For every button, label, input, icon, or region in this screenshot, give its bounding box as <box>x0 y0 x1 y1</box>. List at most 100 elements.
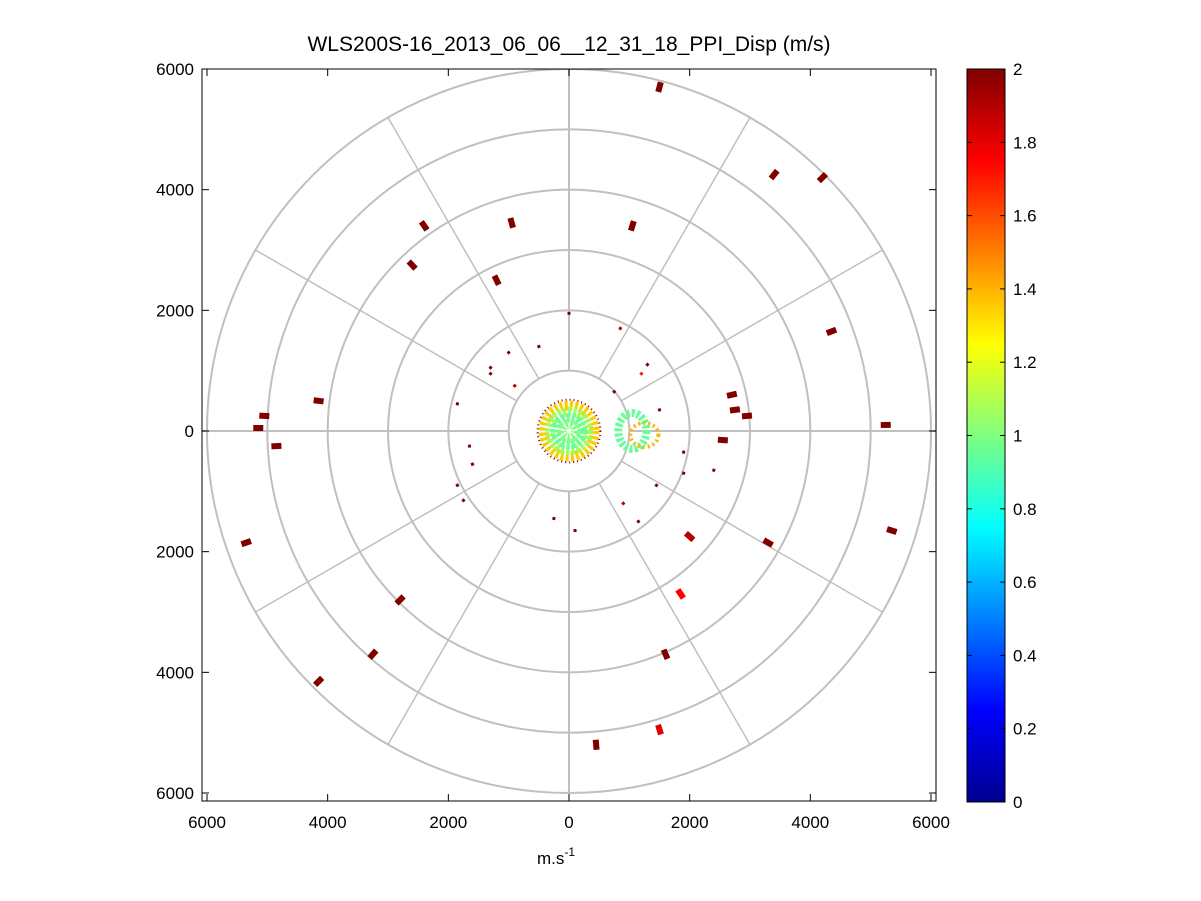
colorbar-tick-label: 0.6 <box>1013 573 1037 592</box>
y-axis-ticks: 6000 4000 2000 0 2000 4000 6000 <box>156 60 936 803</box>
data-point <box>312 675 325 688</box>
data-point <box>657 408 662 412</box>
x-tick-label: 6000 <box>188 813 226 832</box>
radial-spoke <box>387 482 540 745</box>
data-point <box>536 344 541 349</box>
radial-spoke <box>598 482 751 745</box>
data-point <box>592 739 600 750</box>
data-point <box>573 528 577 533</box>
data-point <box>491 274 502 286</box>
y-tick-label: 2000 <box>156 543 194 562</box>
side-cluster <box>614 409 651 453</box>
data-point <box>618 326 623 331</box>
colorbar-tick-label: 0 <box>1013 793 1022 812</box>
data-point <box>681 471 686 476</box>
data-point <box>717 436 729 444</box>
core-edge <box>536 398 602 464</box>
radial-spoke <box>620 249 883 402</box>
data-point <box>762 537 774 548</box>
data-point <box>675 588 686 600</box>
data-point <box>886 526 898 535</box>
data-point <box>467 444 472 448</box>
data-point <box>488 365 493 370</box>
data-point <box>253 424 264 432</box>
data-point <box>394 594 406 606</box>
data-point <box>507 217 516 229</box>
core-ring <box>550 412 588 450</box>
colorbar-tick-label: 1.2 <box>1013 353 1037 372</box>
x-tick-label: 0 <box>564 813 573 832</box>
data-point <box>628 220 637 232</box>
y-tick-label: 6000 <box>156 784 194 803</box>
data-point <box>636 519 641 524</box>
data-point <box>612 389 617 394</box>
x-axis-label: m.s-1 <box>537 845 575 868</box>
data-point <box>741 412 753 420</box>
colorbar-tick-label: 1 <box>1013 427 1022 446</box>
y-tick-label: 4000 <box>156 181 194 200</box>
data-point <box>552 516 556 521</box>
data-point <box>683 531 696 543</box>
x-tick-label: 2000 <box>671 813 709 832</box>
data-point <box>461 498 466 503</box>
x-axis-ticks: 6000 4000 2000 0 2000 4000 6000 <box>188 69 950 832</box>
colorbar: 0 0.2 0.4 0.6 0.8 1 1.2 1.4 1.6 1.8 2 <box>966 60 1037 812</box>
radial-spoke <box>255 460 518 613</box>
x-tick-label: 4000 <box>791 813 829 832</box>
data-point <box>726 390 738 399</box>
data-point <box>313 397 324 405</box>
data-point <box>621 501 626 506</box>
data-point <box>729 406 741 414</box>
data-point <box>271 442 282 450</box>
chart-title: WLS200S-16_2013_06_06__12_31_18_PPI_Disp… <box>307 33 830 56</box>
data-points <box>240 81 898 750</box>
data-point <box>455 402 460 406</box>
x-axis-label-sup: -1 <box>564 845 575 859</box>
data-point <box>639 371 644 376</box>
data-point <box>418 220 430 232</box>
data-point <box>654 483 659 488</box>
data-point <box>488 371 493 376</box>
data-point <box>825 326 838 337</box>
y-tick-label: 2000 <box>156 301 194 320</box>
colorbar-tick-label: 1.8 <box>1013 133 1037 152</box>
colorbar-tick-label: 0.2 <box>1013 720 1037 739</box>
colorbar-tick-label: 0.8 <box>1013 500 1037 519</box>
data-point <box>880 421 891 429</box>
data-point <box>655 723 664 736</box>
data-point <box>711 468 716 473</box>
colorbar-tick-label: 1.4 <box>1013 280 1037 299</box>
data-point <box>455 483 460 488</box>
colorbar-gradient <box>966 68 1006 803</box>
colorbar-tick-label: 1.6 <box>1013 207 1037 226</box>
radial-spoke <box>620 460 883 613</box>
y-tick-label: 0 <box>185 422 194 441</box>
core-ring <box>556 418 582 444</box>
x-tick-label: 4000 <box>309 813 347 832</box>
x-tick-label: 2000 <box>429 813 467 832</box>
x-tick-label: 6000 <box>912 813 950 832</box>
radial-spoke <box>598 117 751 380</box>
colorbar-tick-label: 2 <box>1013 60 1022 79</box>
data-point <box>655 81 664 93</box>
colorbar-ticks: 0 0.2 0.4 0.6 0.8 1 1.2 1.4 1.6 1.8 2 <box>967 60 1037 812</box>
colorbar-tick-label: 0.4 <box>1013 646 1037 665</box>
data-point <box>367 648 379 660</box>
x-axis-label-base: m.s <box>537 849 564 868</box>
data-point <box>645 362 650 367</box>
data-point <box>768 168 780 181</box>
radial-spoke <box>255 249 518 402</box>
data-point <box>681 450 686 454</box>
y-tick-label: 6000 <box>156 60 194 79</box>
y-tick-label: 4000 <box>156 663 194 682</box>
data-point <box>816 171 829 184</box>
data-point <box>512 383 517 388</box>
data-point <box>470 462 475 467</box>
radial-spoke <box>387 117 540 380</box>
core-ring <box>544 406 594 456</box>
data-point <box>506 350 511 355</box>
data-point <box>240 538 252 548</box>
data-point <box>660 648 671 661</box>
data-point <box>406 259 418 271</box>
